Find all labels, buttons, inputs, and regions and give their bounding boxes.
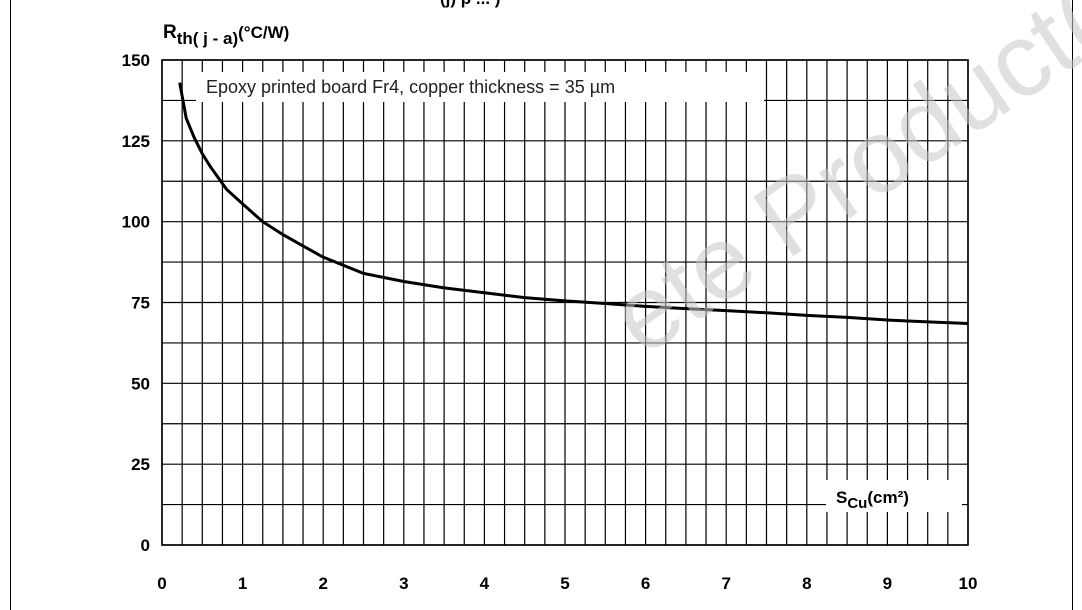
x-tick-label: 9 [883,574,892,593]
figure-frame [10,0,1073,610]
y-tick-label: 0 [141,536,150,555]
y-tick-label: 100 [122,213,150,232]
x-tick-label: 6 [641,574,650,593]
x-tick-label: 4 [480,574,490,593]
x-tick-label: 8 [802,574,811,593]
x-axis-label-main: S [836,488,847,507]
y-tick-label: 150 [122,51,150,70]
y-tick-label: 125 [122,132,150,151]
x-axis-label-unit: (cm²) [867,488,909,507]
x-tick-label: 0 [157,574,166,593]
annotation-text: Epoxy printed board Fr4, copper thicknes… [206,77,615,97]
y-axis-label-unit: (°C/W) [238,23,289,42]
x-axis-label: SCu(cm²) [836,488,909,512]
x-tick-label: 1 [238,574,247,593]
x-tick-label: 3 [399,574,408,593]
grid [161,59,969,546]
y-tick-label: 25 [131,455,150,474]
rth-curve-line [178,82,969,325]
y-tick-label: 50 [131,374,150,393]
y-axis-label-sub: th( j - a) [177,29,238,48]
x-tick-label: 7 [721,574,730,593]
y-axis-label: Rth( j - a)(°C/W) [163,22,289,48]
annotation-background [196,72,764,102]
x-tick-label: 5 [560,574,569,593]
plot-area-border [161,59,969,546]
x-tick-label: 2 [318,574,327,593]
figure-title-clipped: (j) p ... ) [440,0,500,9]
x-axis-label-sub: Cu [847,495,867,512]
x-tick-labels: 0 1 2 3 4 5 6 7 8 9 10 [157,574,977,593]
x-label-background [826,480,962,512]
x-tick-label: 10 [959,574,978,593]
y-tick-labels: 0 25 50 75 100 125 150 [122,51,150,555]
y-axis-label-main: R [163,22,177,43]
y-tick-label: 75 [131,294,150,313]
